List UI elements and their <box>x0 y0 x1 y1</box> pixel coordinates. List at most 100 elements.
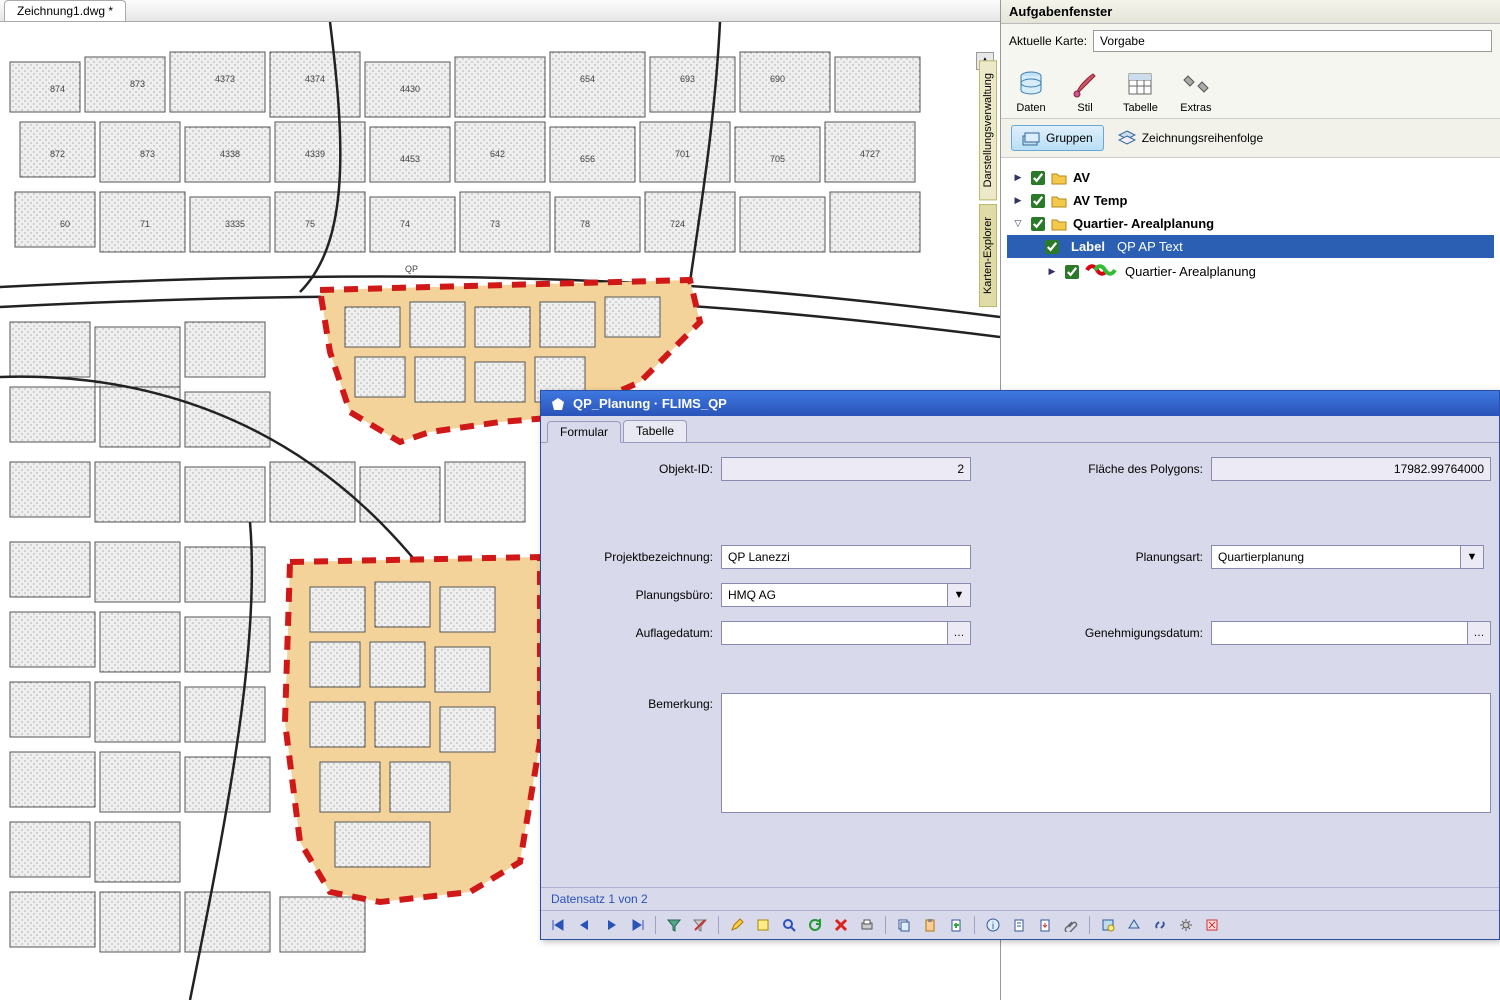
filter-apply-icon[interactable] <box>664 915 684 935</box>
group-bar: Gruppen Zeichnungsreihenfolge <box>1001 118 1500 158</box>
projekt-field[interactable] <box>721 545 971 569</box>
tree-checkbox[interactable] <box>1031 217 1045 231</box>
svg-text:705: 705 <box>770 154 785 164</box>
tab-formular[interactable]: Formular <box>547 421 621 443</box>
order-button[interactable]: Zeichnungsreihenfolge <box>1118 130 1263 146</box>
tool-daten-label: Daten <box>1016 102 1045 114</box>
tree-quartier-style[interactable]: ▶ Quartier- Arealplanung <box>1007 258 1494 285</box>
svg-text:654: 654 <box>580 74 595 84</box>
folder-icon <box>1051 171 1067 185</box>
current-map-input[interactable] <box>1093 30 1492 52</box>
expand-icon[interactable]: ▶ <box>1011 194 1025 208</box>
info-icon[interactable]: i <box>983 915 1003 935</box>
attach-icon[interactable] <box>1061 915 1081 935</box>
table-icon <box>1124 68 1156 100</box>
tool-stil[interactable]: Stil <box>1069 68 1101 114</box>
tool-extras[interactable]: Extras <box>1180 68 1212 114</box>
qp-planung-dialog: QP_Planung · FLIMS_QP Formular Tabelle O… <box>540 390 1500 940</box>
dialog-titlebar[interactable]: QP_Planung · FLIMS_QP <box>541 391 1499 416</box>
next-record-icon[interactable] <box>601 915 621 935</box>
side-tab-explorer[interactable]: Karten-Explorer <box>979 204 997 307</box>
tree-checkbox[interactable] <box>1045 240 1059 254</box>
expand-icon[interactable]: ▶ <box>1045 265 1059 279</box>
settings-icon[interactable] <box>1176 915 1196 935</box>
bemerkung-field[interactable] <box>721 693 1491 813</box>
tree-label: Quartier- Arealplanung <box>1125 264 1256 279</box>
tree-av-temp[interactable]: ▶ AV Temp <box>1007 189 1494 212</box>
planungsart-label: Planungsart: <box>1031 550 1211 564</box>
collapse-icon[interactable]: ▽ <box>1011 217 1025 231</box>
side-tabs: Darstellungsverwaltung Karten-Explorer <box>979 60 1001 311</box>
genehm-picker-button[interactable]: … <box>1467 621 1491 645</box>
zoom-to-icon[interactable] <box>779 915 799 935</box>
edit-icon[interactable] <box>727 915 747 935</box>
tree-checkbox[interactable] <box>1031 171 1045 185</box>
svg-text:873: 873 <box>140 149 155 159</box>
print-icon[interactable] <box>857 915 877 935</box>
label-badge: Label <box>1065 239 1111 254</box>
auflage-label: Auflagedatum: <box>561 626 721 640</box>
report-icon[interactable] <box>1009 915 1029 935</box>
delete-icon[interactable] <box>831 915 851 935</box>
svg-text:4430: 4430 <box>400 84 420 94</box>
planungsart-dropdown-button[interactable]: ▼ <box>1460 545 1484 569</box>
auflage-picker-button[interactable]: … <box>947 621 971 645</box>
close-panel-icon[interactable] <box>1202 915 1222 935</box>
refresh-icon[interactable] <box>805 915 825 935</box>
select-on-map-icon[interactable] <box>1098 915 1118 935</box>
tree-av[interactable]: ▶ AV <box>1007 166 1494 189</box>
svg-text:872: 872 <box>50 149 65 159</box>
highlight-icon[interactable] <box>753 915 773 935</box>
tool-extras-label: Extras <box>1180 102 1211 114</box>
tree-checkbox[interactable] <box>1031 194 1045 208</box>
tool-stil-label: Stil <box>1077 102 1092 114</box>
document-tab[interactable]: Zeichnung1.dwg * <box>4 0 126 21</box>
new-icon[interactable] <box>946 915 966 935</box>
svg-text:73: 73 <box>490 219 500 229</box>
link-icon[interactable] <box>1150 915 1170 935</box>
svg-text:4727: 4727 <box>860 149 880 159</box>
svg-text:4339: 4339 <box>305 149 325 159</box>
order-button-label: Zeichnungsreihenfolge <box>1142 131 1263 145</box>
dialog-toolbar: i <box>541 910 1499 939</box>
last-record-icon[interactable] <box>627 915 647 935</box>
paste-icon[interactable] <box>920 915 940 935</box>
export-icon[interactable] <box>1035 915 1055 935</box>
objekt-id-field <box>721 457 971 481</box>
auflage-field[interactable] <box>721 621 948 645</box>
projekt-label: Projektbezeichnung: <box>561 550 721 564</box>
planungsart-field[interactable] <box>1211 545 1461 569</box>
tool-tabelle-label: Tabelle <box>1123 102 1158 114</box>
genehm-field[interactable] <box>1211 621 1468 645</box>
filter-clear-icon[interactable] <box>690 915 710 935</box>
folder-icon <box>1051 217 1067 231</box>
tree-quartier[interactable]: ▽ Quartier- Arealplanung <box>1007 212 1494 235</box>
svg-text:693: 693 <box>680 74 695 84</box>
svg-text:60: 60 <box>60 219 70 229</box>
document-tab-bar: Zeichnung1.dwg * <box>0 0 1000 22</box>
tree-checkbox[interactable] <box>1065 265 1079 279</box>
copy-icon[interactable] <box>894 915 914 935</box>
prev-record-icon[interactable] <box>575 915 595 935</box>
svg-text:642: 642 <box>490 149 505 159</box>
svg-text:74: 74 <box>400 219 410 229</box>
tool-row: Daten Stil Tabelle Extras <box>1001 58 1500 118</box>
svg-text:656: 656 <box>580 154 595 164</box>
tab-tabelle[interactable]: Tabelle <box>623 420 687 442</box>
expand-icon[interactable]: ▶ <box>1011 171 1025 185</box>
groups-button[interactable]: Gruppen <box>1011 125 1104 151</box>
buero-dropdown-button[interactable]: ▼ <box>947 583 971 607</box>
svg-text:873: 873 <box>130 79 145 89</box>
tool-daten[interactable]: Daten <box>1015 68 1047 114</box>
buero-field[interactable] <box>721 583 948 607</box>
tool-tabelle[interactable]: Tabelle <box>1123 68 1158 114</box>
svg-text:75: 75 <box>305 219 315 229</box>
svg-text:4453: 4453 <box>400 154 420 164</box>
tree-label-qp-ap-text[interactable]: Label QP AP Text <box>1007 235 1494 258</box>
geometry-icon[interactable] <box>1124 915 1144 935</box>
svg-text:724: 724 <box>670 219 685 229</box>
dialog-title: QP_Planung · FLIMS_QP <box>573 396 727 411</box>
first-record-icon[interactable] <box>549 915 569 935</box>
dialog-body: Objekt-ID: Fläche des Polygons: Projektb… <box>541 442 1499 887</box>
side-tab-darstellung[interactable]: Darstellungsverwaltung <box>979 60 997 200</box>
